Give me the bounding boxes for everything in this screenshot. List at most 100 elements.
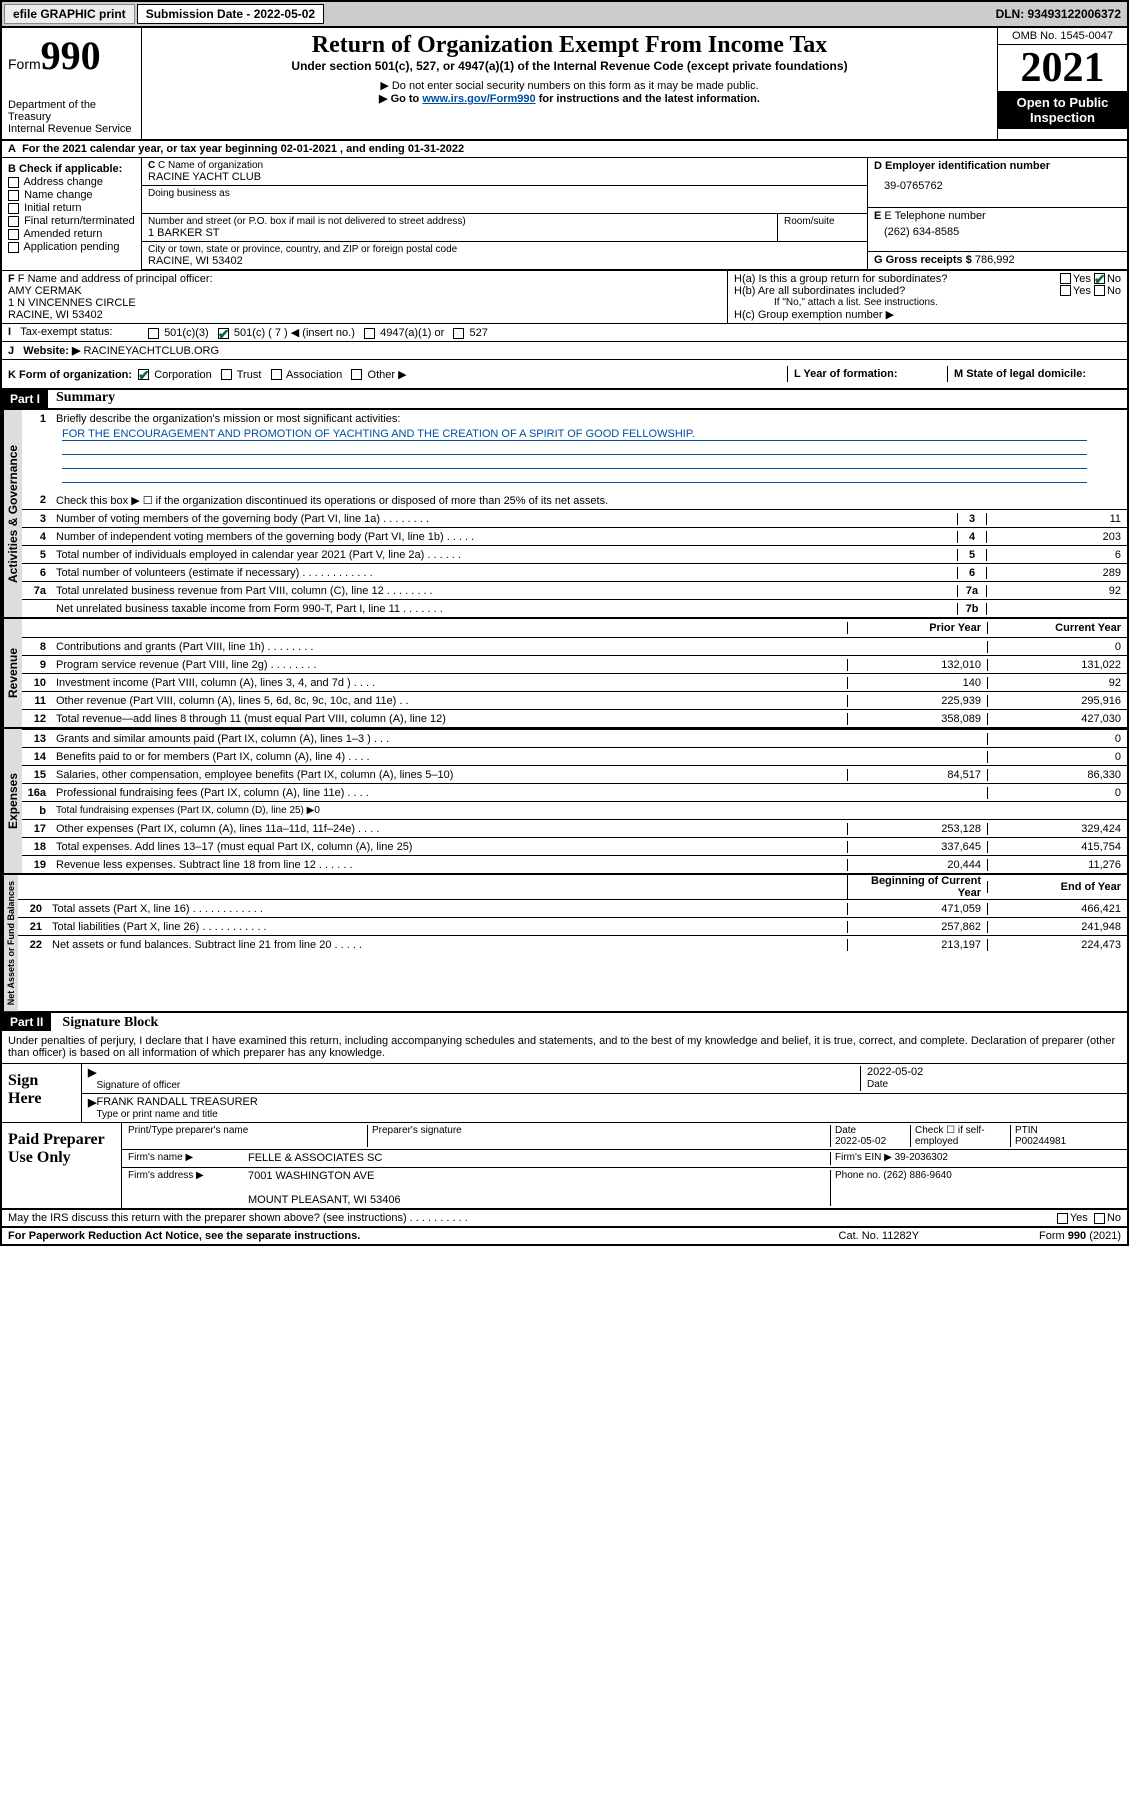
line16b: Total fundraising expenses (Part IX, col… xyxy=(52,803,847,818)
line-desc: Benefits paid to or for members (Part IX… xyxy=(52,749,847,765)
line-desc: Revenue less expenses. Subtract line 18 … xyxy=(52,857,847,873)
may-irs-discuss: May the IRS discuss this return with the… xyxy=(8,1212,1057,1224)
phone-label: E E Telephone number xyxy=(874,210,1121,222)
hc-label: H(c) Group exemption number ▶ xyxy=(734,308,1121,321)
line-desc: Net unrelated business taxable income fr… xyxy=(52,601,957,617)
check-application-pending[interactable] xyxy=(8,242,19,253)
website: RACINEYACHTCLUB.ORG xyxy=(84,345,219,357)
check-corp[interactable] xyxy=(138,369,149,380)
line-prior: 253,128 xyxy=(847,823,987,835)
part1-header: Part I xyxy=(2,390,48,408)
line-prior: 225,939 xyxy=(847,695,987,707)
line-val: 203 xyxy=(987,531,1127,543)
line-curr: 295,916 xyxy=(987,695,1127,707)
line1-label: Briefly describe the organization's miss… xyxy=(52,411,1127,427)
form-org-label: K Form of organization: xyxy=(8,369,132,381)
check-address-change[interactable] xyxy=(8,177,19,188)
hb-label: H(b) Are all subordinates included? xyxy=(734,285,1060,297)
sig-officer-label: Signature of officer xyxy=(96,1066,861,1091)
ha-yes[interactable] xyxy=(1060,273,1071,284)
street: 1 BARKER ST xyxy=(148,227,771,239)
line-numcol: 4 xyxy=(957,531,987,543)
footer-right: Form 990 (2021) xyxy=(1039,1230,1121,1242)
line-desc: Total unrelated business revenue from Pa… xyxy=(52,583,957,599)
line-prior: 337,645 xyxy=(847,841,987,853)
ha-no[interactable] xyxy=(1094,273,1105,284)
check-501c3[interactable] xyxy=(148,328,159,339)
form-subtitle-3: ▶ Go to www.irs.gov/Form990 for instruct… xyxy=(150,92,989,105)
form-title: Return of Organization Exempt From Incom… xyxy=(150,32,989,59)
line-prior: 20,444 xyxy=(847,859,987,871)
top-bar: efile GRAPHIC print Submission Date - 20… xyxy=(2,2,1127,28)
declaration: Under penalties of perjury, I declare th… xyxy=(2,1031,1127,1063)
officer-addr1: 1 N VINCENNES CIRCLE xyxy=(8,297,721,309)
firm-addr2: MOUNT PLEASANT, WI 53406 xyxy=(248,1194,401,1206)
check-initial-return[interactable] xyxy=(8,203,19,214)
check-name-change[interactable] xyxy=(8,190,19,201)
part1-title: Summary xyxy=(48,390,115,408)
year-formation: L Year of formation: xyxy=(787,366,947,382)
irs-link[interactable]: www.irs.gov/Form990 xyxy=(422,93,535,105)
check-501c[interactable] xyxy=(218,328,229,339)
sign-here-label: Sign Here xyxy=(2,1064,82,1122)
line-desc: Other expenses (Part IX, column (A), lin… xyxy=(52,821,847,837)
vert-expenses: Expenses xyxy=(2,729,22,873)
check-assoc[interactable] xyxy=(271,369,282,380)
ptin-label: PTIN xyxy=(1015,1125,1038,1136)
officer-name-title: FRANK RANDALL TREASURER xyxy=(96,1096,257,1108)
check-other[interactable] xyxy=(351,369,362,380)
line-desc: Number of independent voting members of … xyxy=(52,529,957,545)
col-end: End of Year xyxy=(987,881,1127,893)
line-curr: 466,421 xyxy=(987,903,1127,915)
public-inspection: Open to Public Inspection xyxy=(998,91,1127,129)
hb-yes[interactable] xyxy=(1060,285,1071,296)
room-label: Room/suite xyxy=(784,216,861,227)
street-label: Number and street (or P.O. box if mail i… xyxy=(148,216,771,227)
line-curr: 329,424 xyxy=(987,823,1127,835)
line-numcol: 6 xyxy=(957,567,987,579)
org-name: RACINE YACHT CLUB xyxy=(148,171,861,183)
col-beginning: Beginning of Current Year xyxy=(847,875,987,899)
line-desc: Total number of individuals employed in … xyxy=(52,547,957,563)
dba-label: Doing business as xyxy=(148,188,861,199)
line-desc: Total revenue—add lines 8 through 11 (mu… xyxy=(52,711,847,727)
line-prior: 358,089 xyxy=(847,713,987,725)
efile-print-button[interactable]: efile GRAPHIC print xyxy=(4,4,135,24)
check-trust[interactable] xyxy=(221,369,232,380)
prep-sig-label: Preparer's signature xyxy=(368,1125,831,1147)
line-prior: 257,862 xyxy=(847,921,987,933)
website-label: Website: ▶ xyxy=(23,345,80,357)
check-final-return[interactable] xyxy=(8,216,19,227)
check-527[interactable] xyxy=(453,328,464,339)
prep-date: 2022-05-02 xyxy=(835,1136,886,1147)
line-prior: 132,010 xyxy=(847,659,987,671)
line-desc: Total assets (Part X, line 16) . . . . .… xyxy=(48,901,847,917)
check-amended-return[interactable] xyxy=(8,229,19,240)
sig-date-label: Date xyxy=(867,1079,888,1090)
vert-netassets: Net Assets or Fund Balances xyxy=(2,875,18,1011)
line-desc: Grants and similar amounts paid (Part IX… xyxy=(52,731,847,747)
officer-name: AMY CERMAK xyxy=(8,285,721,297)
line-numcol: 3 xyxy=(957,513,987,525)
line-desc: Investment income (Part VIII, column (A)… xyxy=(52,675,847,691)
line-val: 92 xyxy=(987,585,1127,597)
line-curr: 92 xyxy=(987,677,1127,689)
discuss-no[interactable] xyxy=(1094,1213,1105,1224)
sig-date: 2022-05-02 xyxy=(867,1066,923,1078)
dln: DLN: 93493122006372 xyxy=(990,5,1127,23)
footer-cat: Cat. No. 11282Y xyxy=(839,1230,920,1242)
org-name-label: C C Name of organization xyxy=(148,160,861,171)
discuss-yes[interactable] xyxy=(1057,1213,1068,1224)
line-numcol: 5 xyxy=(957,549,987,561)
form-subtitle-1: Under section 501(c), 527, or 4947(a)(1)… xyxy=(150,59,989,73)
firm-ein: 39-2036302 xyxy=(895,1152,948,1163)
phone: (262) 634-8585 xyxy=(874,222,1121,238)
paid-preparer-label: Paid Preparer Use Only xyxy=(2,1123,122,1208)
line-desc: Total expenses. Add lines 13–17 (must eq… xyxy=(52,839,847,855)
line-numcol: 7a xyxy=(957,585,987,597)
hb-no[interactable] xyxy=(1094,285,1105,296)
check-4947[interactable] xyxy=(364,328,375,339)
line-desc: Total number of volunteers (estimate if … xyxy=(52,565,957,581)
state-domicile: M State of legal domicile: xyxy=(947,366,1127,382)
officer-label: F F Name and address of principal office… xyxy=(8,273,721,285)
